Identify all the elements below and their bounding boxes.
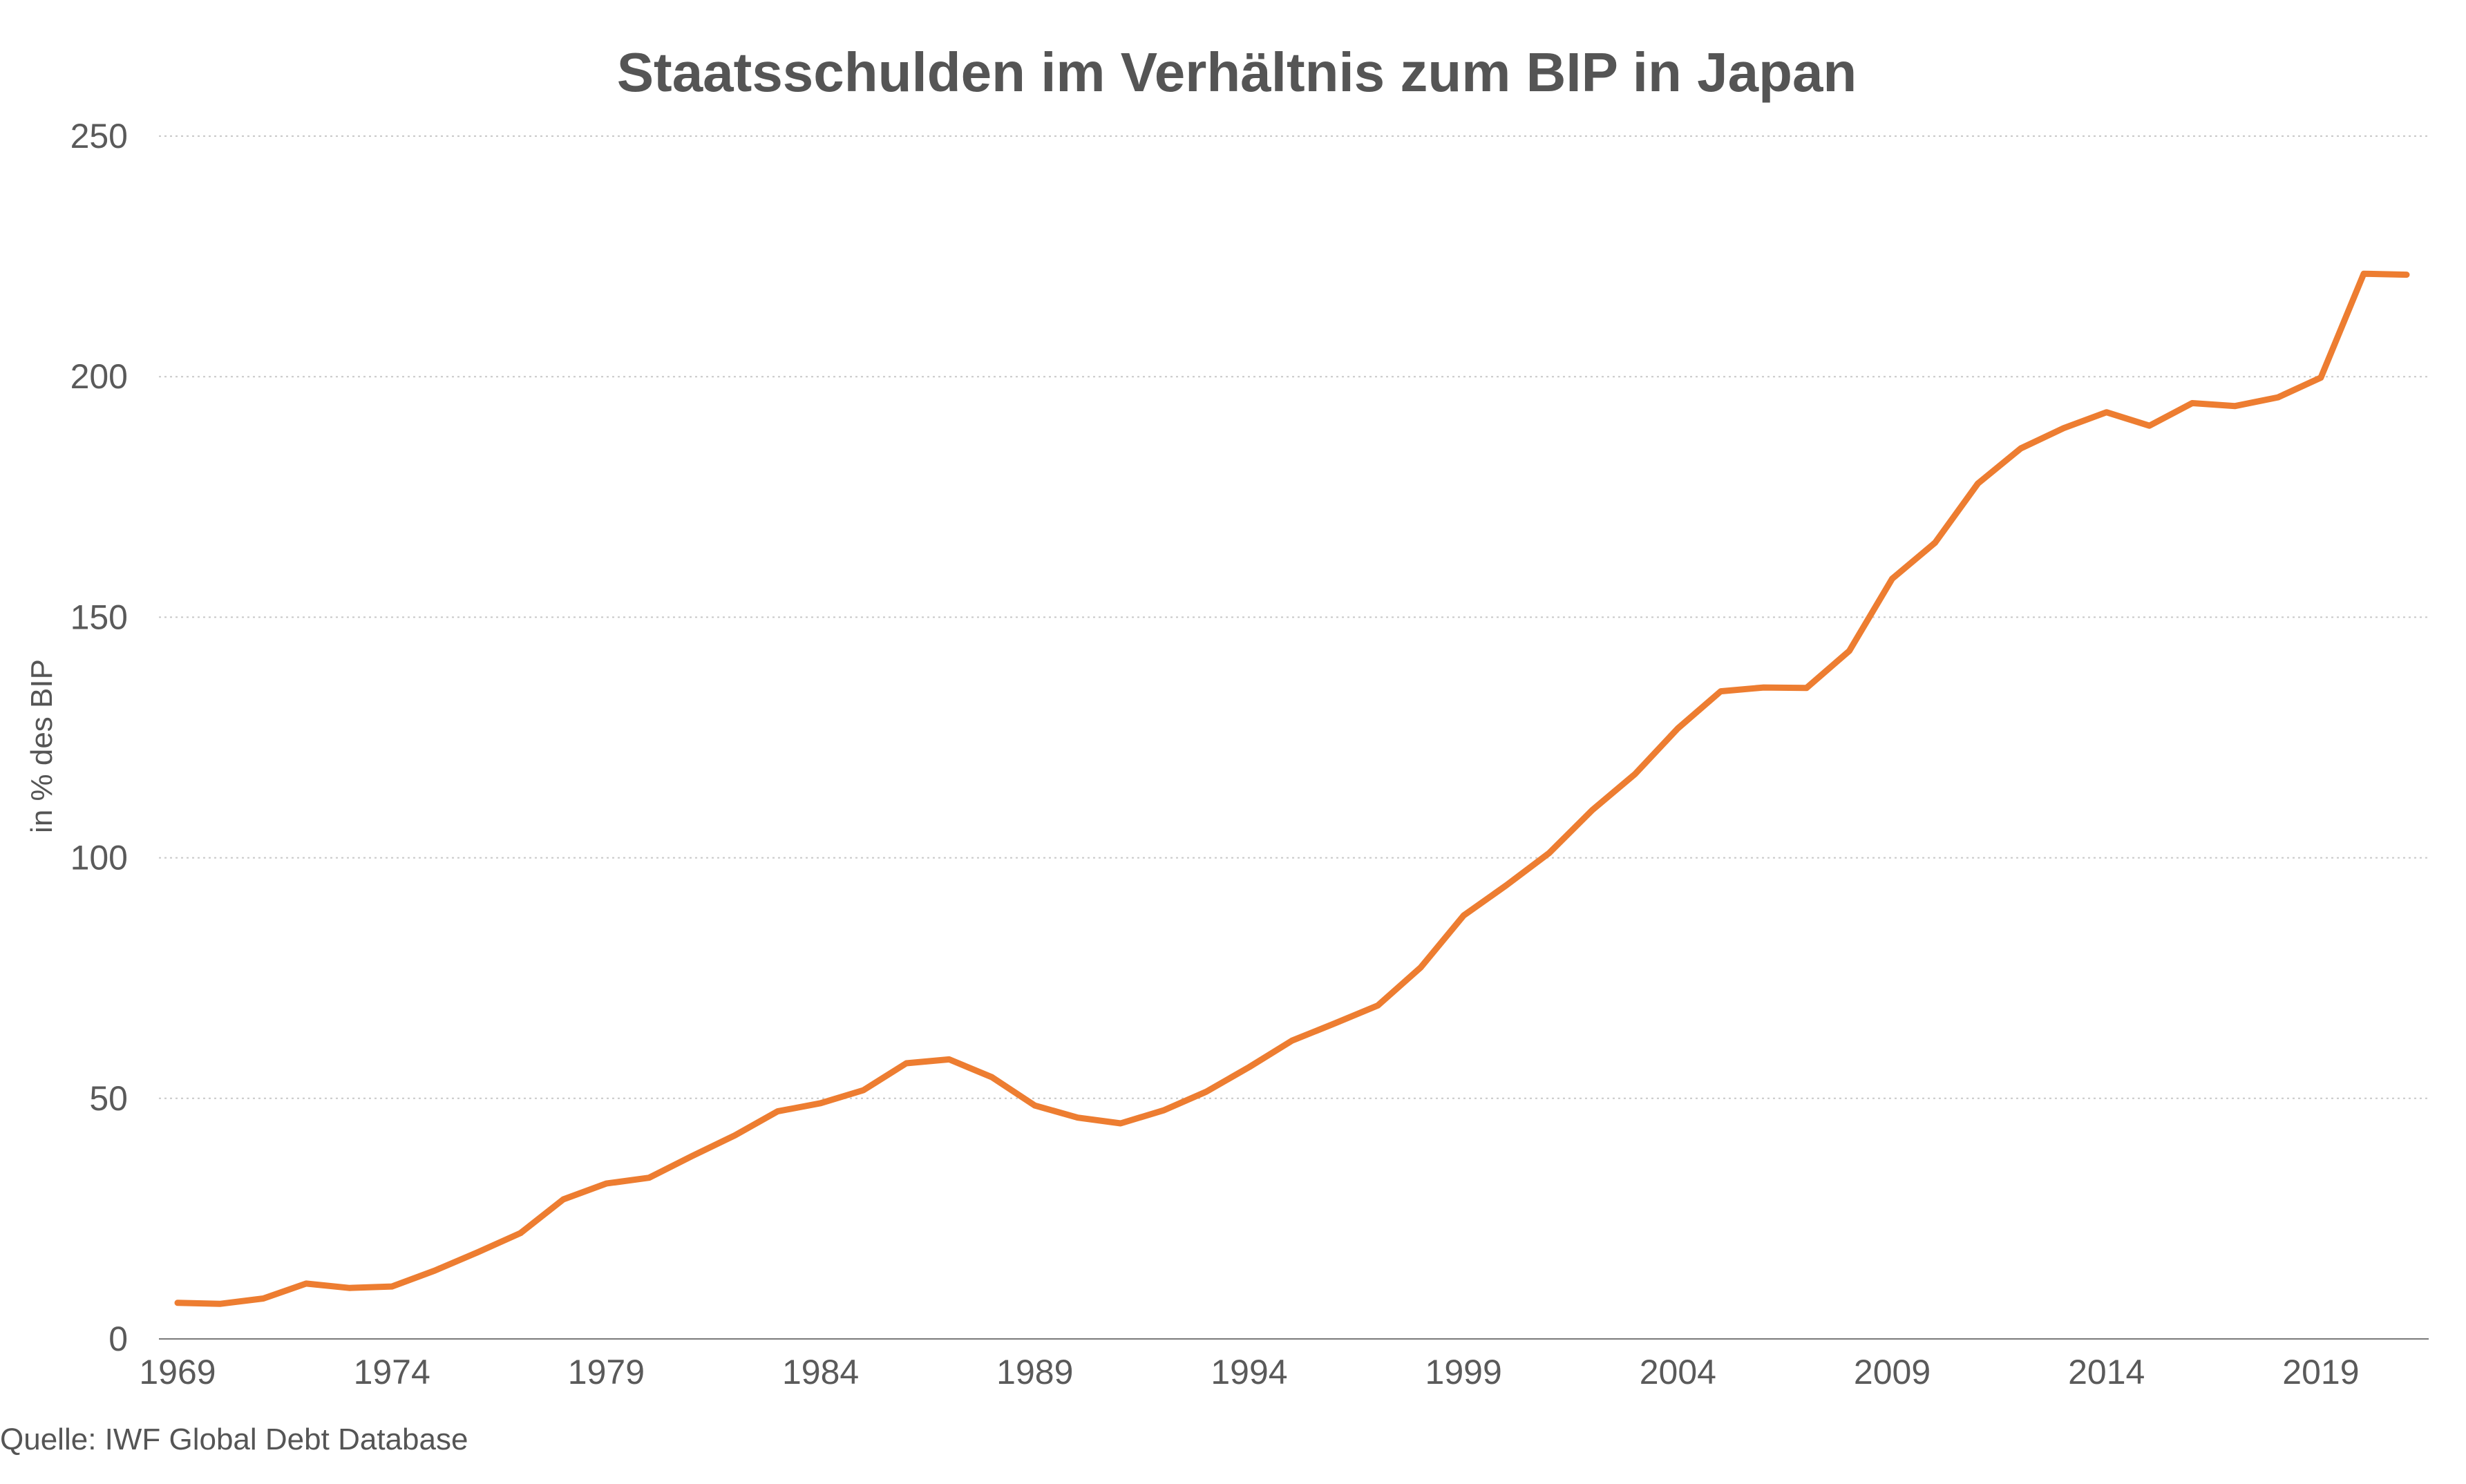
source-label: Quelle: IWF Global Debt Database (0, 1423, 468, 1456)
x-tick-label-1994: 1994 (1211, 1353, 1287, 1391)
x-tick-label-1984: 1984 (782, 1353, 859, 1391)
x-tick-label-1999: 1999 (1425, 1353, 1502, 1391)
x-tick-labels: 1969 1974 1979 1984 1989 1994 1999 2004 2009 2014… (139, 1353, 2359, 1391)
x-tick-label-2004: 2004 (1640, 1353, 1716, 1391)
y-tick-label-250: 250 (70, 117, 128, 155)
x-tick-label-1979: 1979 (568, 1353, 645, 1391)
x-tick-label-1974: 1974 (354, 1353, 430, 1391)
x-tick-label-1969: 1969 (139, 1353, 216, 1391)
y-tick-label-50: 50 (89, 1079, 128, 1118)
y-tick-label-0: 0 (108, 1320, 128, 1358)
x-tick-label-2014: 2014 (2068, 1353, 2145, 1391)
chart-title: Staatsschulden im Verhältnis zum BIP in … (617, 41, 1857, 103)
y-tick-labels: 0 50 100 150 200 250 (70, 117, 128, 1358)
gridlines (159, 135, 2429, 1340)
x-tick-label-2019: 2019 (2282, 1353, 2359, 1391)
x-tick-label-1989: 1989 (996, 1353, 1073, 1391)
x-tick-label-2009: 2009 (1854, 1353, 1931, 1391)
series-line-0 (174, 270, 2410, 1307)
y-tick-label-100: 100 (70, 839, 128, 877)
y-tick-label-200: 200 (70, 357, 128, 396)
series-group (174, 270, 2410, 1307)
y-axis-label: in % des BIP (25, 659, 59, 833)
y-tick-label-150: 150 (70, 598, 128, 636)
